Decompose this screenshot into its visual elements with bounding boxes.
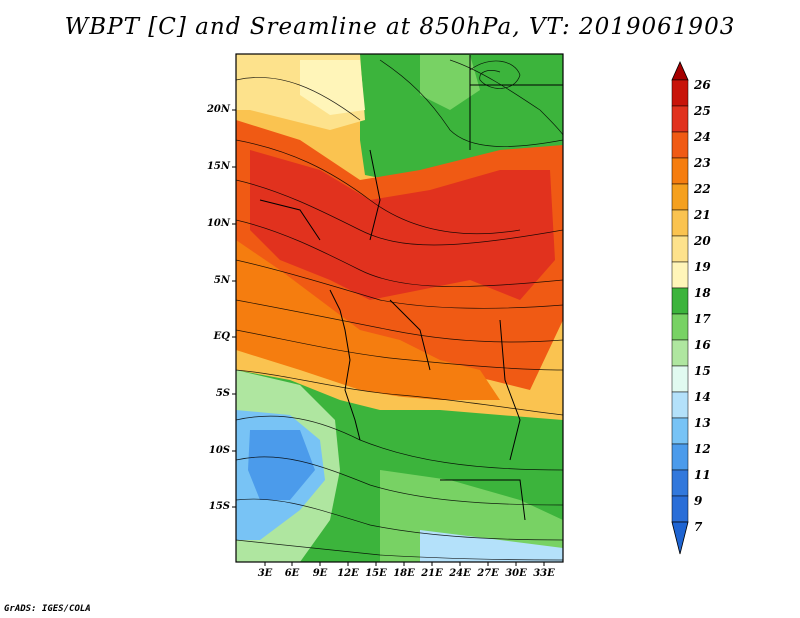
colorbar-label-19: 19 [694, 260, 711, 274]
colorbar-label-15: 15 [694, 364, 711, 378]
lon-label-12e: 12E [337, 568, 359, 579]
colorbar-label-9: 9 [694, 494, 703, 508]
colorbar-label-25: 25 [694, 104, 711, 118]
map-title: WBPT [C] and Sreamline at 850hPa, VT: 20… [64, 14, 736, 40]
colorbar-label-16: 16 [694, 338, 711, 352]
lon-label-9e: 9E [312, 568, 328, 579]
colorbar-label-22: 22 [694, 182, 711, 196]
lat-label-10s: 10S [208, 445, 230, 456]
lat-label-10n: 10N [206, 218, 230, 229]
lon-label-21e: 21E [421, 568, 443, 579]
lat-label-15n: 15N [206, 161, 230, 172]
colorbar-label-17: 17 [694, 312, 711, 326]
lon-label-33e: 33E [533, 568, 555, 579]
colorbar-label-24: 24 [694, 130, 711, 144]
colorbar-label-7: 7 [694, 520, 703, 534]
colorbar-label-14: 14 [694, 390, 711, 404]
lon-label-15e: 15E [365, 568, 387, 579]
lat-label-eq: EQ [213, 331, 230, 342]
colorbar-label-13: 13 [694, 416, 711, 430]
colorbar-label-12: 12 [694, 442, 711, 456]
colorbar-top-arrow [671, 61, 689, 81]
colorbar-label-26: 26 [694, 78, 711, 92]
colorbar-label-21: 21 [694, 208, 711, 222]
colorbar-label-18: 18 [694, 286, 711, 300]
colorbar-label-20: 20 [694, 234, 711, 248]
country-borders [259, 55, 563, 521]
lon-label-27e: 27E [477, 568, 499, 579]
map-frame [235, 53, 564, 563]
lat-label-5n: 5N [213, 275, 230, 286]
lon-label-18e: 18E [393, 568, 415, 579]
streamlines [236, 59, 563, 561]
lat-label-20n: 20N [206, 104, 230, 115]
lon-label-30e: 30E [505, 568, 527, 579]
lon-label-24e: 24E [449, 568, 471, 579]
lat-label-15s: 15S [208, 501, 230, 512]
colorbar [671, 61, 689, 555]
lat-label-5s: 5S [215, 388, 230, 399]
colorbar-label-11: 11 [694, 468, 711, 482]
lon-label-3e: 3E [257, 568, 273, 579]
grads-credit: GrADS: IGES/COLA [4, 604, 91, 614]
lon-label-6e: 6E [284, 568, 300, 579]
colorbar-label-23: 23 [694, 156, 711, 170]
colorbar-bottom-arrow [671, 521, 689, 555]
axis-ticks [232, 109, 545, 566]
